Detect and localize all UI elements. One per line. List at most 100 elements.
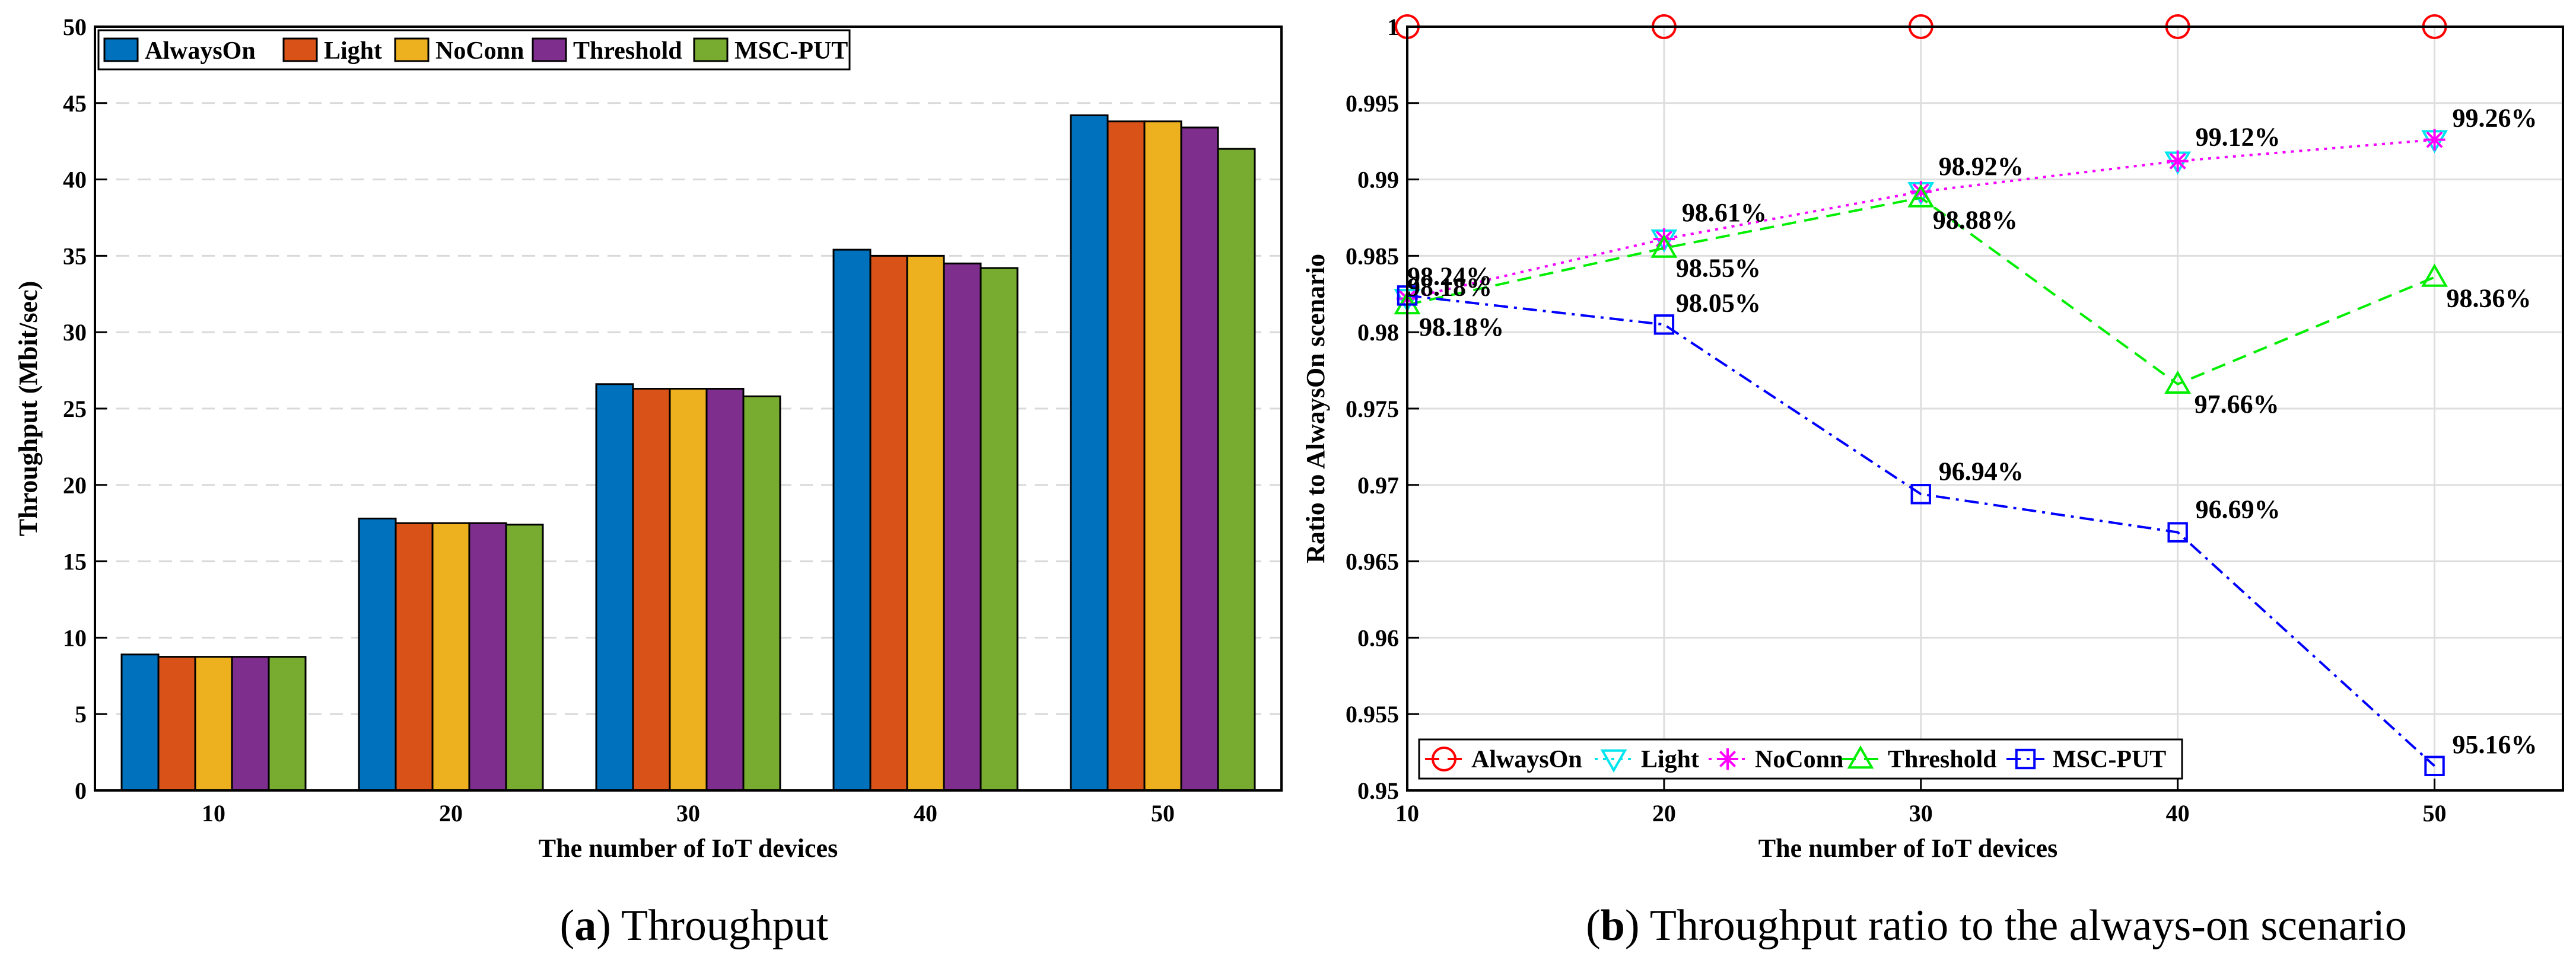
data-label: 99.12%: [2196, 123, 2281, 152]
y-tick-label: 0.975: [1346, 396, 1399, 422]
y-tick-label: 25: [63, 396, 87, 422]
bar-alwayson-20: [358, 517, 397, 792]
legend-marker-noconn: [1716, 748, 1739, 770]
bar-alwayson-50: [1070, 114, 1109, 792]
y-tick-label: 40: [63, 167, 87, 193]
bar-msc-put-10: [268, 656, 307, 792]
bar-light-50: [1106, 120, 1146, 792]
marker-threshold-20: [1650, 234, 1678, 258]
bar-noconn-30: [669, 388, 708, 792]
legend-swatch-alwayson: [103, 37, 139, 62]
bar-msc-put-50: [1217, 148, 1256, 792]
data-label: 98.18%: [1407, 272, 1492, 301]
legend-swatch-threshold: [532, 37, 567, 62]
legend-label-msc-put: MSC-PUT: [2053, 746, 2166, 773]
y-tick-label: 0.98: [1357, 319, 1399, 346]
x-tick-label: 20: [439, 800, 463, 827]
legend-label-threshold: Threshold: [573, 37, 682, 65]
y-tick-label: 0.985: [1346, 243, 1399, 269]
y-axis-label-a: Throughput (Mbit/sec): [14, 281, 43, 537]
marker-noconn-40-stroke: [2169, 152, 2186, 170]
data-label: 98.05%: [1676, 288, 1761, 317]
y-tick-label: 0.995: [1346, 90, 1399, 117]
bar-noconn-50: [1143, 120, 1182, 792]
data-label: 98.92%: [1939, 152, 2024, 181]
legend-marker-noconn-stroke: [1719, 750, 1737, 768]
legend-label-msc-put: MSC-PUT: [734, 37, 848, 65]
series-msc-put: [1397, 285, 2445, 776]
x-tick-label: 30: [676, 800, 700, 827]
bar-noconn-20: [431, 522, 470, 792]
y-tick-label: 0.95: [1357, 777, 1399, 804]
y-tick-label: 0: [75, 777, 87, 804]
y-axis-label-b: Ratio to AlwaysOn scenario: [1301, 254, 1330, 563]
bar-light-40: [869, 254, 908, 792]
legend-marker-alwayson: [1432, 747, 1456, 771]
marker-noconn-40: [2167, 150, 2189, 172]
y-tick-label: 45: [63, 90, 87, 117]
legend-label-alwayson: AlwaysOn: [145, 37, 256, 65]
line-threshold: [1407, 196, 2435, 386]
bar-alwayson-40: [832, 248, 872, 792]
marker-msc-put-40: [2167, 522, 2188, 543]
legend-label-light: Light: [1641, 746, 1699, 773]
legend-swatch-msc-put: [693, 37, 729, 62]
legend-b: AlwaysOn Light NoConn Threshold MSC-PUT: [1418, 738, 2183, 780]
marker-msc-put-50: [2424, 755, 2445, 776]
data-label: 99.26%: [2453, 104, 2537, 133]
series-threshold: [1394, 184, 2448, 394]
legend-a: AlwaysOn Light NoConn Threshold MSC-PUT: [97, 29, 851, 71]
legend-label-threshold: Threshold: [1888, 746, 1997, 773]
plot-border-a: [94, 25, 1283, 792]
marker-threshold-40: [2164, 370, 2192, 394]
y-tick-label: 30: [63, 319, 87, 346]
y-tick-label: 0.96: [1357, 624, 1399, 651]
y-tick-label: 0.99: [1357, 167, 1399, 193]
y-tick-label: 15: [63, 549, 87, 575]
marker-noconn-50-stroke: [2426, 131, 2443, 148]
data-label: 98.88%: [1933, 206, 2018, 235]
chart-throughput-ratio: 0.95 0.955 0.96 0.965 0.97 0.975 0.98 0.985 0.99…: [1301, 14, 2564, 863]
bar-msc-put-20: [505, 524, 544, 792]
x-tick-label: 10: [1395, 800, 1419, 827]
y-tick-label: 35: [63, 243, 87, 269]
bar-threshold-30: [705, 388, 745, 792]
x-tick-label: 50: [1151, 800, 1175, 827]
marker-noconn-50: [2424, 129, 2445, 151]
bar-msc-put-40: [979, 267, 1019, 792]
marker-threshold-30: [1907, 184, 1935, 208]
marker-msc-put-30: [1910, 484, 1931, 505]
data-label: 98.18%: [1419, 313, 1504, 342]
x-axis-label-b: The number of IoT devices: [1758, 834, 2057, 863]
data-label: 98.55%: [1676, 254, 1761, 283]
caption-b: (b) Throughput ratio to the always-on sc…: [1586, 901, 2407, 950]
x-axis-label-a: The number of IoT devices: [539, 834, 838, 863]
bar-noconn-10: [194, 656, 233, 792]
marker-msc-put-20: [1653, 314, 1675, 335]
data-label: 97.66%: [2195, 390, 2279, 419]
x-tick-label: 50: [2423, 800, 2447, 827]
x-tick-label: 40: [914, 800, 937, 827]
bar-threshold-10: [231, 656, 270, 792]
data-label: 95.16%: [2453, 730, 2537, 759]
bar-alwayson-30: [595, 383, 634, 792]
data-label: 96.94%: [1939, 457, 2024, 486]
bar-alwayson-10: [120, 653, 160, 792]
y-tick-label: 0.97: [1357, 472, 1399, 499]
bar-noconn-40: [906, 254, 945, 792]
bar-light-10: [157, 656, 196, 792]
bar-msc-put-30: [742, 395, 781, 792]
caption-a: (a) Throughput: [560, 901, 829, 950]
legend-box-b: [1418, 738, 2183, 780]
y-tick-label: 50: [63, 14, 87, 40]
y-tick-label: 20: [63, 472, 87, 499]
bar-threshold-50: [1180, 126, 1219, 792]
y-tick-label: 5: [75, 701, 87, 728]
bar-light-20: [395, 522, 434, 792]
data-label: 96.69%: [2196, 495, 2281, 524]
plot-border-b: [1406, 25, 2564, 792]
x-tick-label: 30: [1909, 800, 1933, 827]
marker-threshold-50: [2421, 263, 2448, 287]
x-tick-label: 40: [2166, 800, 2190, 827]
